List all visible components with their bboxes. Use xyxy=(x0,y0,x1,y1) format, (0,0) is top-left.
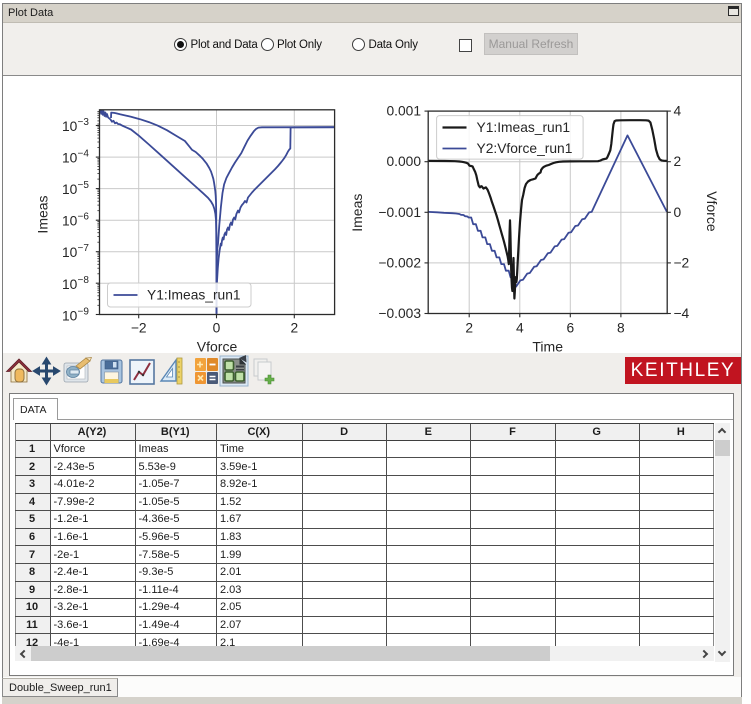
svg-text:−5: −5 xyxy=(78,180,90,191)
svg-text:0.001: 0.001 xyxy=(386,104,421,119)
svg-text:10: 10 xyxy=(62,277,78,292)
svg-text:10: 10 xyxy=(62,151,78,166)
svg-text:0.000: 0.000 xyxy=(386,154,421,169)
svg-text:−9: −9 xyxy=(78,306,90,317)
svg-text:4: 4 xyxy=(516,321,524,336)
svg-text:2: 2 xyxy=(465,321,473,336)
svg-text:−0.002: −0.002 xyxy=(378,255,421,270)
svg-text:−0.003: −0.003 xyxy=(378,306,421,321)
svg-text:−2: −2 xyxy=(674,255,690,270)
svg-text:−2: −2 xyxy=(131,321,147,336)
svg-text:Imeas: Imeas xyxy=(35,195,51,233)
svg-text:Vforce: Vforce xyxy=(704,191,720,232)
svg-text:10: 10 xyxy=(62,214,78,229)
svg-text:6: 6 xyxy=(566,321,574,336)
svg-text:Time: Time xyxy=(532,339,563,355)
svg-text:2: 2 xyxy=(674,154,682,169)
svg-text:−8: −8 xyxy=(78,275,90,286)
svg-text:−4: −4 xyxy=(674,306,690,321)
svg-text:10: 10 xyxy=(62,245,78,260)
svg-text:4: 4 xyxy=(674,104,682,119)
svg-text:Y1:Imeas_run1: Y1:Imeas_run1 xyxy=(477,120,571,135)
svg-text:10: 10 xyxy=(62,308,78,323)
svg-text:2: 2 xyxy=(290,321,298,336)
svg-text:−4: −4 xyxy=(78,149,90,160)
svg-text:10: 10 xyxy=(62,119,78,134)
svg-text:0: 0 xyxy=(674,205,682,220)
svg-text:Y1:Imeas_run1: Y1:Imeas_run1 xyxy=(147,288,241,303)
svg-text:−7: −7 xyxy=(78,243,90,254)
svg-text:Imeas: Imeas xyxy=(349,194,365,232)
svg-text:10: 10 xyxy=(62,182,78,197)
svg-text:−6: −6 xyxy=(78,212,90,223)
svg-text:Vforce: Vforce xyxy=(197,339,238,355)
svg-text:0: 0 xyxy=(213,321,221,336)
svg-text:−3: −3 xyxy=(78,117,90,128)
svg-text:8: 8 xyxy=(617,321,625,336)
svg-text:−0.001: −0.001 xyxy=(378,205,421,220)
svg-text:Y2:Vforce_run1: Y2:Vforce_run1 xyxy=(477,141,573,156)
